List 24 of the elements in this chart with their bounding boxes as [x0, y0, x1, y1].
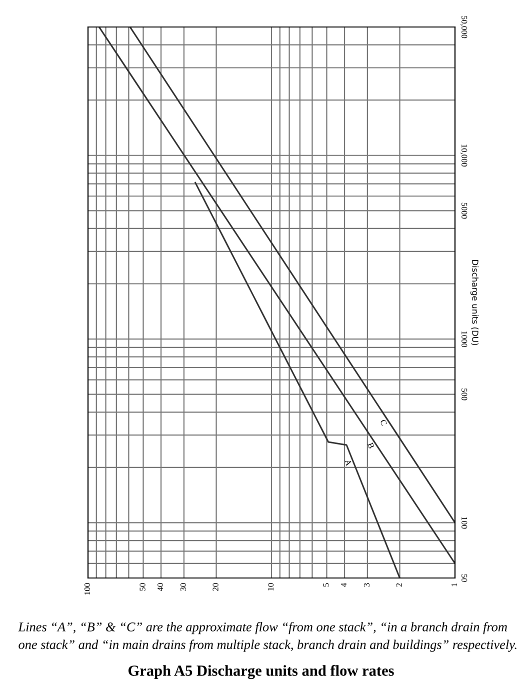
text: Graph A5 Discharge units and flow rates [128, 664, 394, 680]
x-tick-label: 100 [84, 583, 90, 595]
y-tick-label: 10,000 [460, 144, 468, 167]
x-tick-label: 3 [364, 583, 370, 587]
annotation: A [344, 458, 352, 466]
x-tick-label: 10 [268, 583, 274, 590]
x-tick-label: 4 [341, 582, 347, 587]
x-tick-label: 2 [396, 583, 402, 587]
y-axis-title: Discharge units (DU) [470, 260, 479, 346]
x-tick-label: 1 [452, 583, 458, 586]
y-tick-label: 500 [462, 388, 468, 400]
y-tick-label: 50,000 [460, 16, 468, 38]
annotation: B [367, 442, 374, 449]
annotation: C [380, 419, 388, 426]
x-tick-label: 30 [180, 583, 186, 591]
x-tick-label: 5 [323, 583, 329, 587]
x-tick-label: 20 [212, 583, 218, 591]
y-tick-label: 5000 [462, 202, 468, 219]
y-tick-label: 100 [462, 517, 468, 529]
x-tick-label: 40 [157, 583, 164, 592]
text: Lines “A”, “B” & “C” are the approximate flow “from one stack”, “in a branch drain from one stack” and “in main drains from multiple stack, branch drain and buildings” respectively. [18, 622, 516, 652]
y-tick-label: 50 [462, 574, 468, 582]
x-tick-label: 50 [140, 583, 146, 591]
y-tick-label: 1000 [462, 331, 468, 348]
